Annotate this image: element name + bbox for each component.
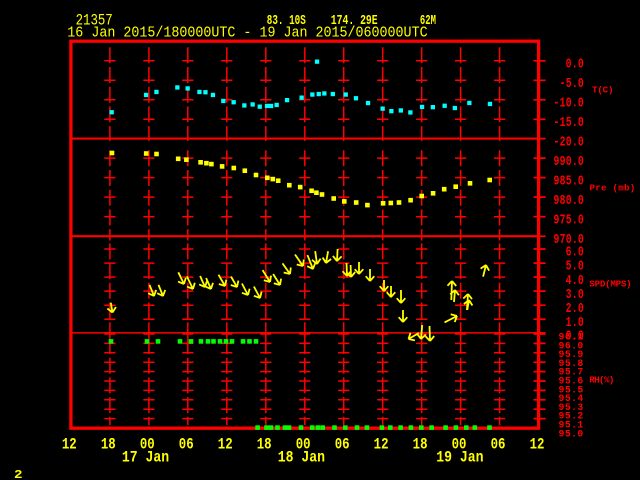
svg-text:980.0: 980.0 [554,192,584,208]
svg-text:18: 18 [101,436,116,454]
svg-text:Pre (mb): Pre (mb) [590,183,636,194]
svg-text:2: 2 [14,468,23,480]
svg-text:985.0: 985.0 [554,173,584,189]
svg-text:-10.0: -10.0 [554,95,584,111]
svg-text:T(C): T(C) [592,84,614,95]
svg-text:96.1: 96.1 [559,331,584,342]
svg-text:95.7: 95.7 [559,367,584,378]
svg-text:95.8: 95.8 [559,358,584,369]
svg-text:-15.0: -15.0 [554,114,584,130]
svg-text:12: 12 [374,436,389,454]
svg-text:00: 00 [452,436,467,454]
svg-text:990.0: 990.0 [554,153,584,169]
svg-text:18: 18 [413,436,428,454]
svg-text:970.0: 970.0 [554,231,584,247]
svg-text:95.6: 95.6 [559,375,584,386]
svg-text:5.0: 5.0 [566,258,584,274]
svg-text:62M: 62M [420,12,436,29]
svg-text:95.0: 95.0 [559,428,584,439]
svg-text:95.9: 95.9 [559,349,584,360]
svg-text:06: 06 [179,436,194,454]
svg-text:96.0: 96.0 [559,340,584,351]
svg-text:1.0: 1.0 [566,314,584,330]
svg-text:6.0: 6.0 [566,244,584,260]
svg-text:3.0: 3.0 [566,286,584,302]
svg-text:21357: 21357 [76,12,113,30]
svg-text:2.0: 2.0 [566,300,584,316]
svg-text:17 Jan: 17 Jan [122,450,169,467]
svg-text:95.5: 95.5 [559,384,584,395]
svg-text:16 Jan 2015/180000UTC - 19 Jan: 16 Jan 2015/180000UTC - 19 Jan 2015/0600… [67,25,427,42]
svg-text:83. 10S: 83. 10S [267,12,306,29]
svg-text:174. 29E: 174. 29E [331,12,378,28]
svg-text:95.2: 95.2 [559,411,584,422]
svg-text:0.0: 0.0 [566,56,584,72]
svg-text:12: 12 [530,436,545,454]
svg-text:00: 00 [140,436,155,454]
svg-text:4.0: 4.0 [566,272,584,288]
svg-text:95.1: 95.1 [559,419,584,430]
svg-text:12: 12 [218,436,233,454]
svg-text:SPD(MPS): SPD(MPS) [589,279,631,290]
svg-text:-20.0: -20.0 [554,134,584,150]
svg-text:18: 18 [257,436,272,454]
svg-text:95.4: 95.4 [559,393,584,404]
svg-text:18 Jan: 18 Jan [278,450,325,467]
svg-text:975.0: 975.0 [554,212,584,228]
svg-text:06: 06 [491,436,506,454]
svg-text:00: 00 [296,436,311,454]
svg-text:12: 12 [62,436,77,454]
svg-text:RH(%): RH(%) [589,375,614,386]
svg-text:06: 06 [335,436,350,454]
svg-text:0.0: 0.0 [566,328,584,344]
svg-text:19 Jan: 19 Jan [436,450,483,467]
svg-text:-5.0: -5.0 [560,75,584,91]
svg-text:95.3: 95.3 [559,402,584,413]
